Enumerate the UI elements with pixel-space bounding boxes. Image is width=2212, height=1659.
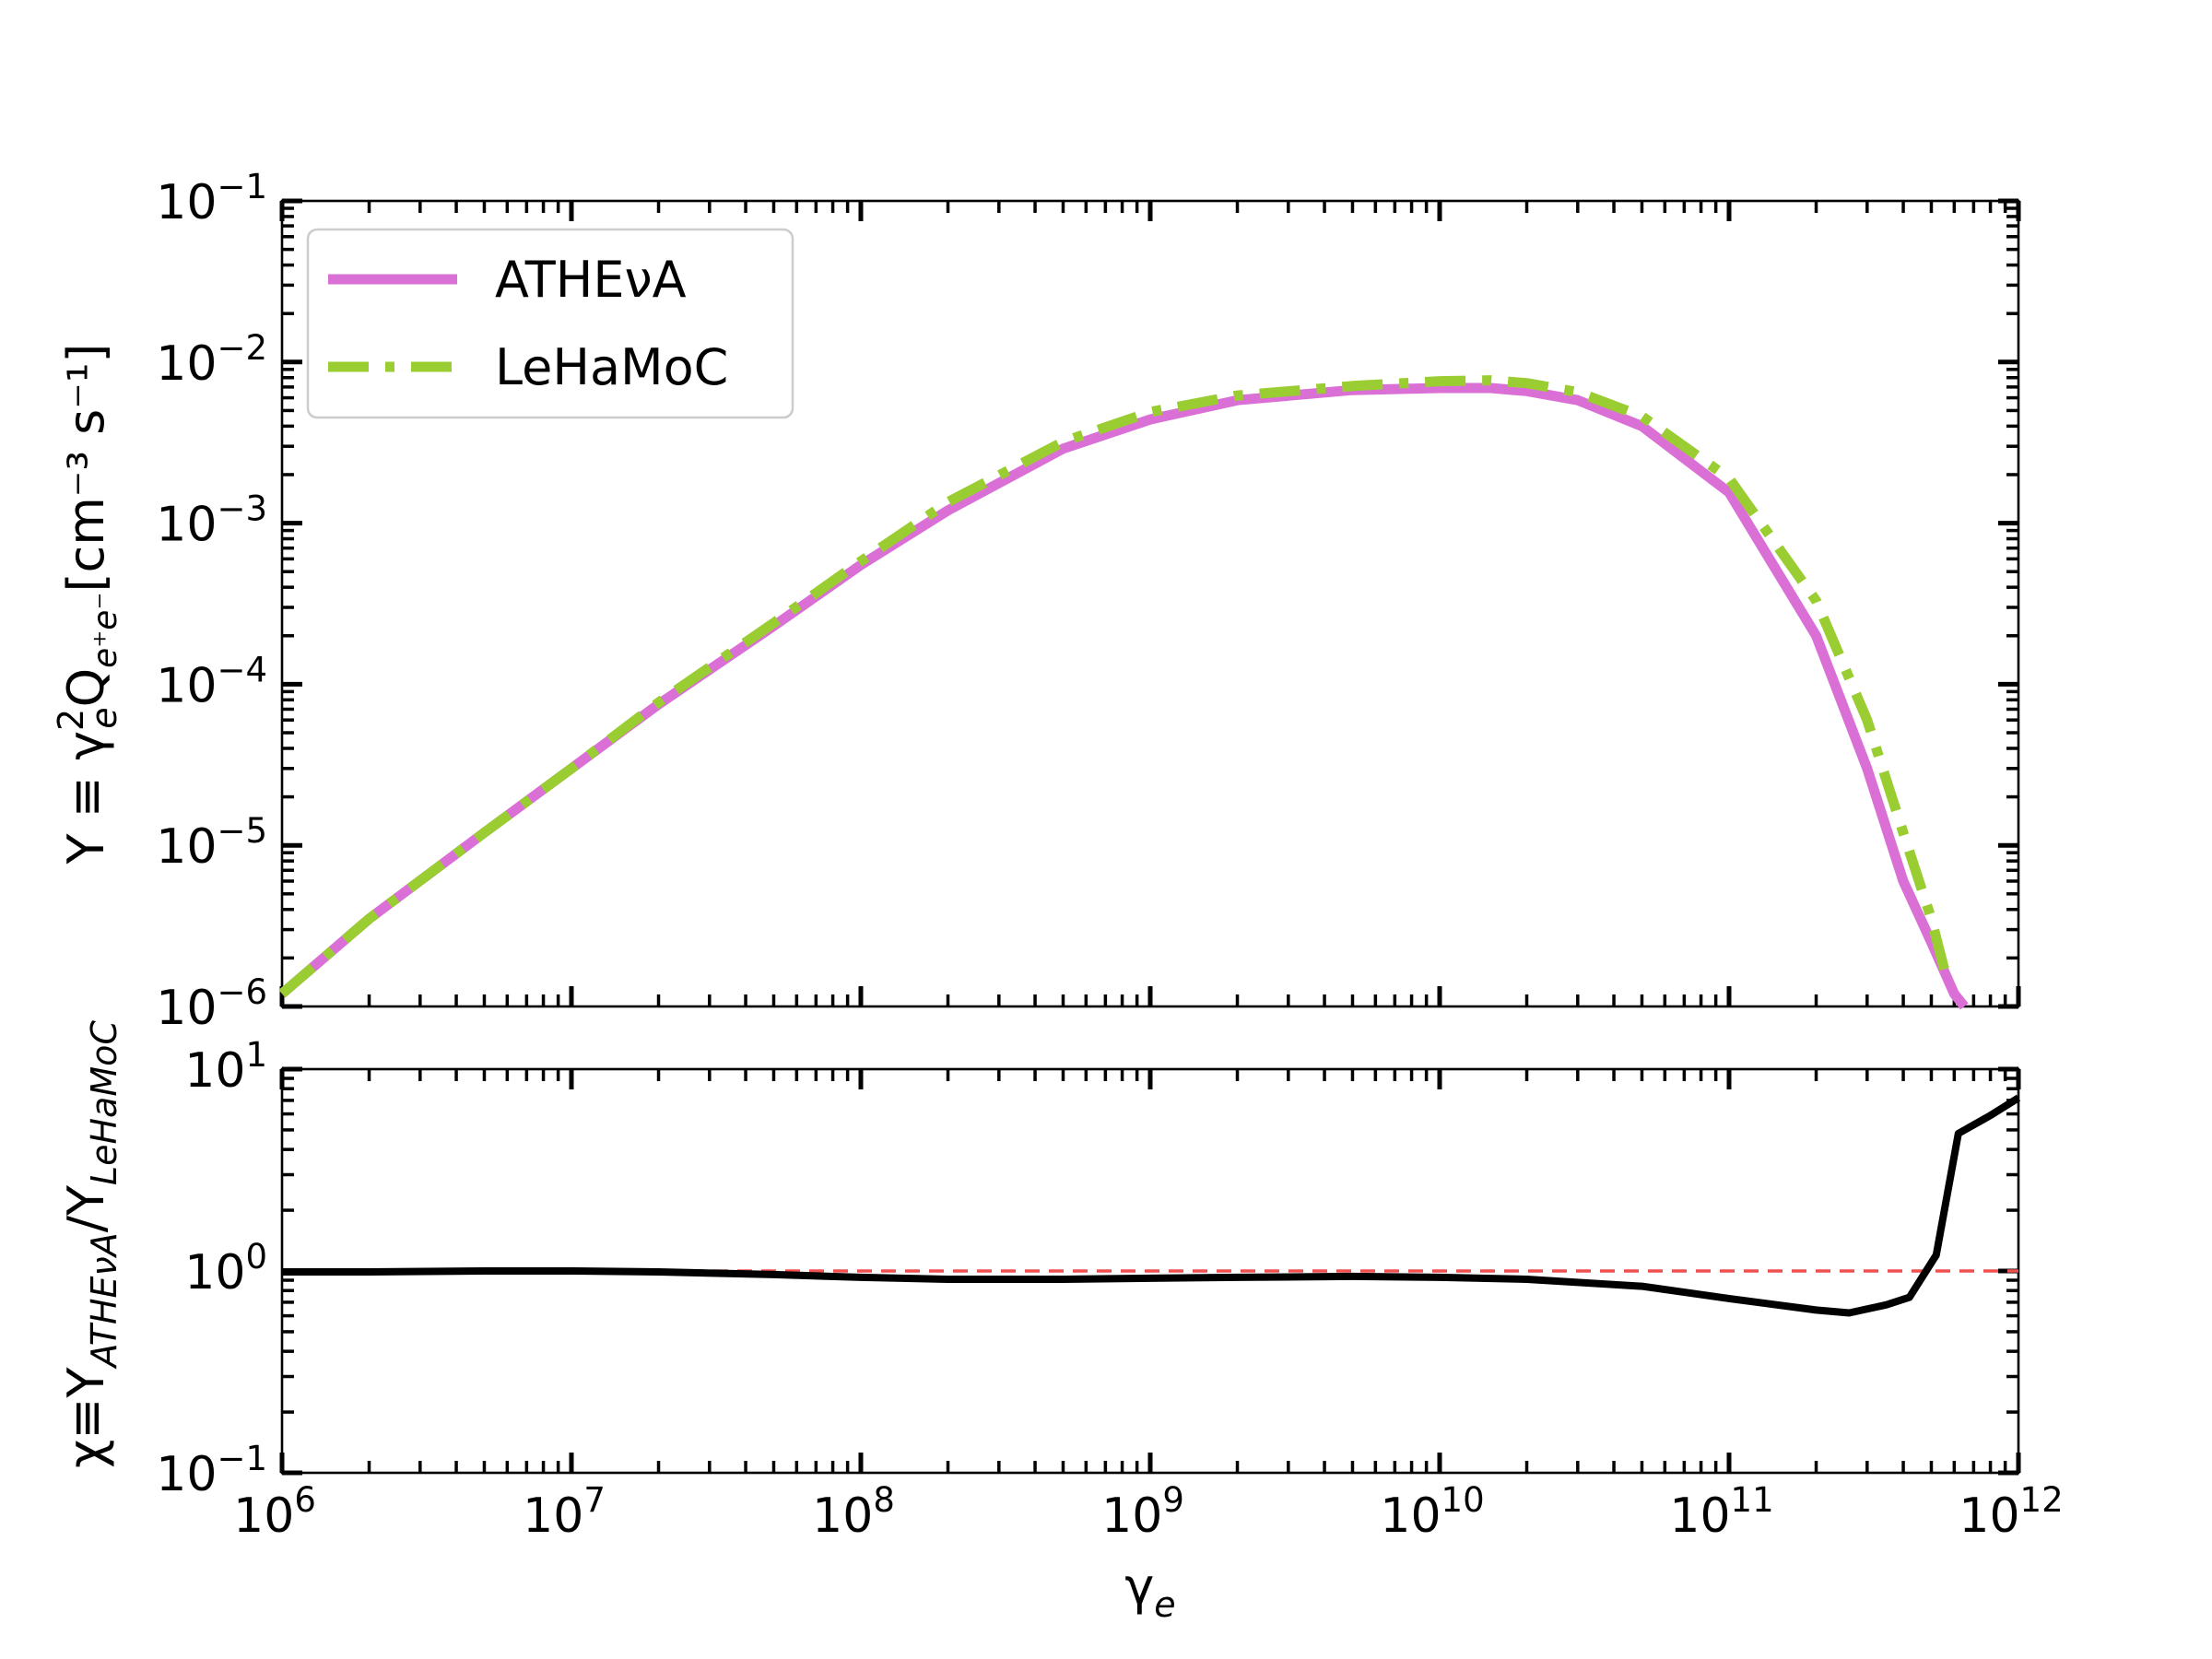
bottom-series — [282, 1094, 2021, 1317]
x-tick-label: 1012 — [1959, 1480, 2063, 1544]
top-series — [278, 375, 1969, 1010]
y-tick-label: 101 — [184, 1035, 267, 1099]
y-tick-label: 10−5 — [156, 811, 267, 875]
top-panel: 10−6 10−5 10−4 10−3 10−2 10−1 ATHEνA LeHaMoC Y… — [51, 167, 2021, 1036]
x-tick-label: 1011 — [1669, 1480, 1773, 1544]
x-tick-label: 108 — [812, 1480, 895, 1544]
y-tick-label: 10−3 — [156, 489, 267, 553]
legend: ATHEνA LeHaMoC — [306, 228, 794, 419]
x-tick-label: 107 — [523, 1480, 606, 1544]
y-tick-label: 10−4 — [156, 650, 267, 713]
legend-label-1: ATHEνA — [495, 251, 687, 309]
x-tick-label: 106 — [233, 1480, 316, 1544]
y-tick-label: 10−2 — [156, 328, 267, 392]
top-y-axis-label: Y ≡ γ2eQe⁺e⁻[cm⁻³ s⁻¹] — [51, 344, 124, 865]
series-line-1 — [278, 382, 1969, 1010]
x-tick-label: 1010 — [1380, 1480, 1484, 1544]
y-tick-label: 10−1 — [156, 1439, 267, 1502]
series-line-2 — [278, 375, 1953, 998]
x-tick-labels: 106 107 108 109 1010 1011 1012 — [233, 1480, 2063, 1544]
y-tick-label: 10−6 — [156, 972, 267, 1036]
x-tick-label: 109 — [1101, 1480, 1184, 1544]
bottom-panel: 10−1 100 101 106 107 108 109 1010 1011 1012 χ≡YA… — [57, 1020, 2064, 1625]
y-tick-label: 100 — [184, 1237, 267, 1300]
bottom-y-axis-label: χ≡YATHEνA/YLeHaMoC — [57, 1020, 124, 1468]
bottom-y-tick-labels: 10−1 100 101 — [156, 1035, 267, 1502]
top-y-tick-labels: 10−6 10−5 10−4 10−3 10−2 10−1 — [156, 167, 267, 1036]
top-ticks — [279, 198, 2021, 1009]
y-tick-label: 10−1 — [156, 167, 267, 230]
legend-label-2: LeHaMoC — [495, 338, 728, 396]
ratio-line — [282, 1094, 2021, 1317]
x-axis-label: γe — [1124, 1558, 1175, 1625]
